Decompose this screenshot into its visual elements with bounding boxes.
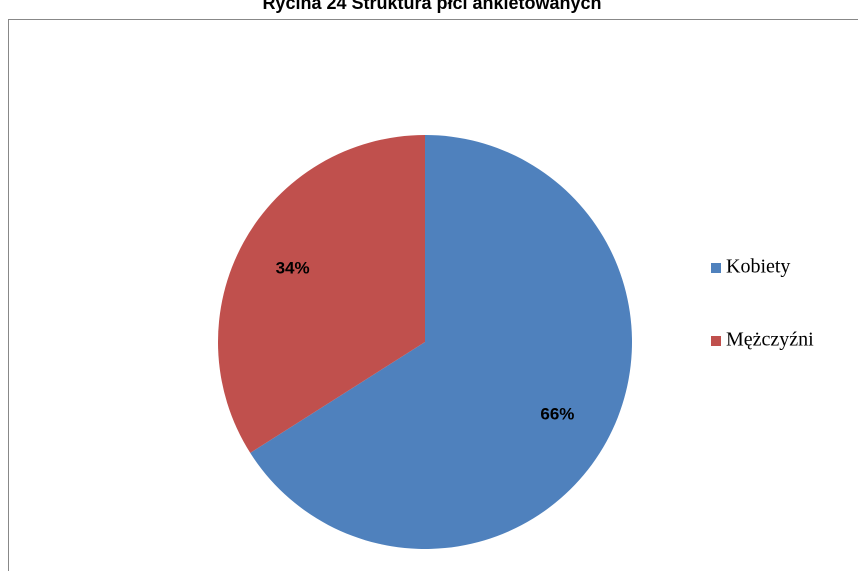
- legend-label: Mężczyźni: [726, 329, 814, 351]
- legend-label: Kobiety: [726, 256, 790, 278]
- value-label: 66%: [540, 404, 574, 423]
- value-label: 34%: [276, 259, 310, 278]
- chart-border: [8, 19, 858, 571]
- pie-slice: [250, 135, 632, 550]
- pie-slice: [218, 135, 425, 453]
- legend-swatch: [711, 336, 721, 346]
- chart-title: Rycina 24 Struktura płci ankietowanych: [262, 0, 601, 13]
- legend-swatch: [711, 263, 721, 273]
